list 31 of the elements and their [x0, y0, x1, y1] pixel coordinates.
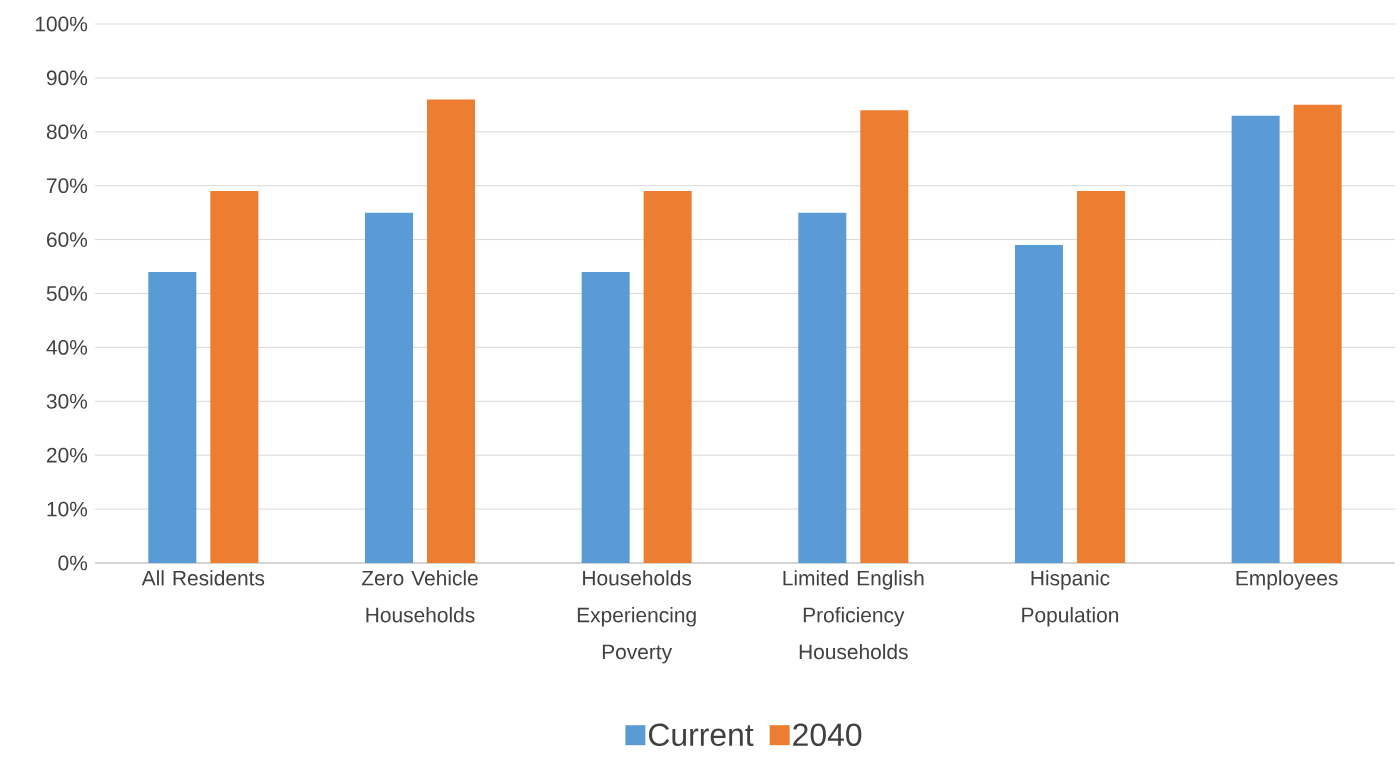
legend-label: 2040 [793, 723, 862, 747]
x-tick-label: Zero Vehicle Households [361, 570, 478, 623]
bar [1293, 104, 1342, 563]
bar [860, 110, 909, 563]
y-tick-label: 10% [47, 501, 88, 517]
x-tick-label: Limited English Proficiency Households [783, 570, 924, 660]
bar [581, 271, 630, 563]
bar [426, 99, 475, 563]
y-tick-label: 20% [47, 447, 88, 463]
bar [210, 191, 259, 563]
y-tick-label: 50% [46, 286, 88, 301]
bar [1076, 191, 1125, 563]
y-tick-label: 60% [47, 232, 88, 247]
y-tick-label: 30% [46, 393, 88, 409]
bar [1231, 115, 1280, 563]
x-tick-label: Hispanic Population [1022, 570, 1119, 627]
bar [643, 191, 692, 563]
y-tick-label: 40% [46, 339, 88, 355]
bar [364, 212, 413, 563]
y-tick-label: 70% [47, 178, 88, 194]
y-tick-label: 80% [46, 124, 88, 140]
y-tick-label: 0% [58, 555, 88, 571]
legend-label: Current [648, 723, 754, 747]
bar [1014, 244, 1063, 563]
y-tick-label: 90% [46, 70, 88, 86]
y-tick-label: 100% [35, 16, 88, 32]
x-tick-label: Employees [1236, 570, 1338, 590]
bar [798, 212, 847, 563]
x-tick-label: Households Experiencing Poverty [577, 570, 696, 664]
bar [148, 271, 197, 563]
x-tick-label: All Residents [141, 570, 265, 586]
